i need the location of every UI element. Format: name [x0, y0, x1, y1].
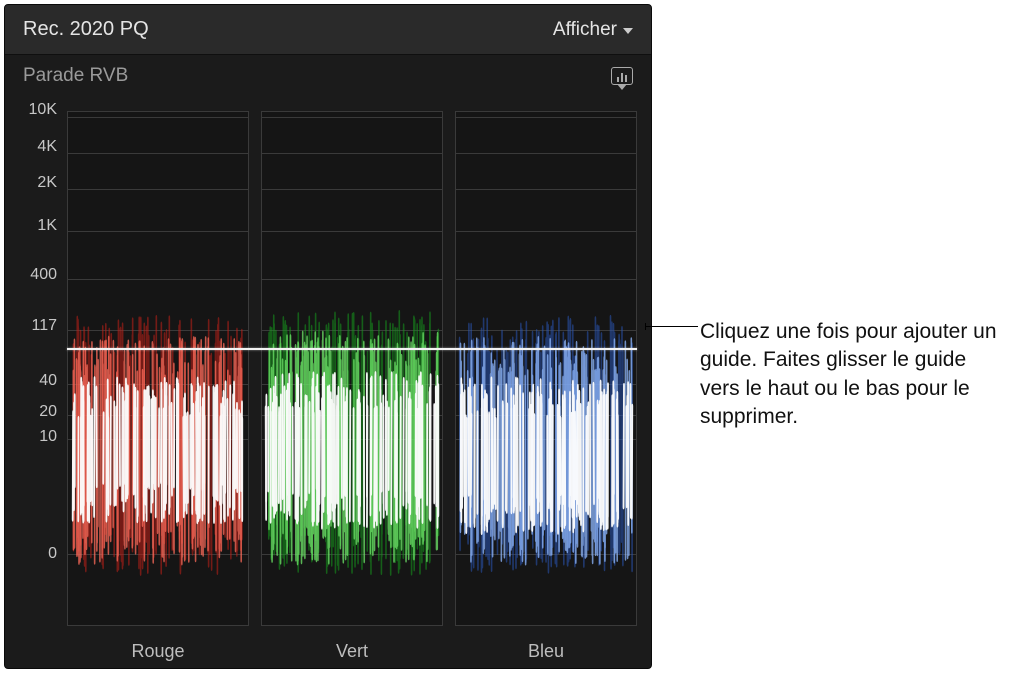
chevron-down-icon: [623, 28, 633, 34]
display-menu[interactable]: Afficher: [553, 19, 633, 41]
y-tick-label: 1K: [37, 217, 57, 235]
parade-channel: [67, 111, 249, 626]
panel-header: Rec. 2020 PQ Afficher: [5, 5, 651, 55]
y-tick-label: 10: [39, 428, 57, 446]
parade-channel: [455, 111, 637, 626]
y-tick-label: 20: [39, 403, 57, 421]
y-tick-label: 10K: [29, 101, 57, 119]
parade-channel: [261, 111, 443, 626]
channel-labels-row: Rouge Vert Bleu: [67, 641, 637, 662]
parade-channels: [67, 111, 637, 626]
waveform: [262, 112, 442, 625]
callout-leader-line: [646, 326, 698, 327]
y-tick-label: 0: [48, 545, 57, 563]
display-menu-label: Afficher: [553, 19, 617, 41]
parade-plot[interactable]: 10K4K2K1K4001174020100 RougeVertBleu: [5, 105, 651, 668]
waveform: [68, 112, 248, 625]
scope-settings-icon[interactable]: [611, 67, 633, 85]
y-tick-label: 4K: [37, 138, 57, 156]
scope-mode-label: Parade RVB: [23, 65, 128, 87]
channel-label: Rouge: [67, 641, 249, 662]
y-axis: 10K4K2K1K4001174020100: [5, 105, 65, 626]
y-tick-label: 40: [39, 372, 57, 390]
callout-text: Cliquez une fois pour ajouter un guide. …: [700, 318, 1000, 431]
y-tick-label: 117: [31, 317, 57, 335]
y-tick-label: 2K: [37, 174, 57, 192]
color-space-title: Rec. 2020 PQ: [23, 18, 149, 41]
scope-subheader: Parade RVB: [5, 55, 651, 95]
y-tick-label: 400: [30, 266, 57, 284]
waveform: [456, 112, 636, 625]
channel-label: Vert: [261, 641, 443, 662]
video-scope-panel: Rec. 2020 PQ Afficher Parade RVB 10K 4K 2K…: [4, 4, 652, 669]
channel-label: Bleu: [455, 641, 637, 662]
